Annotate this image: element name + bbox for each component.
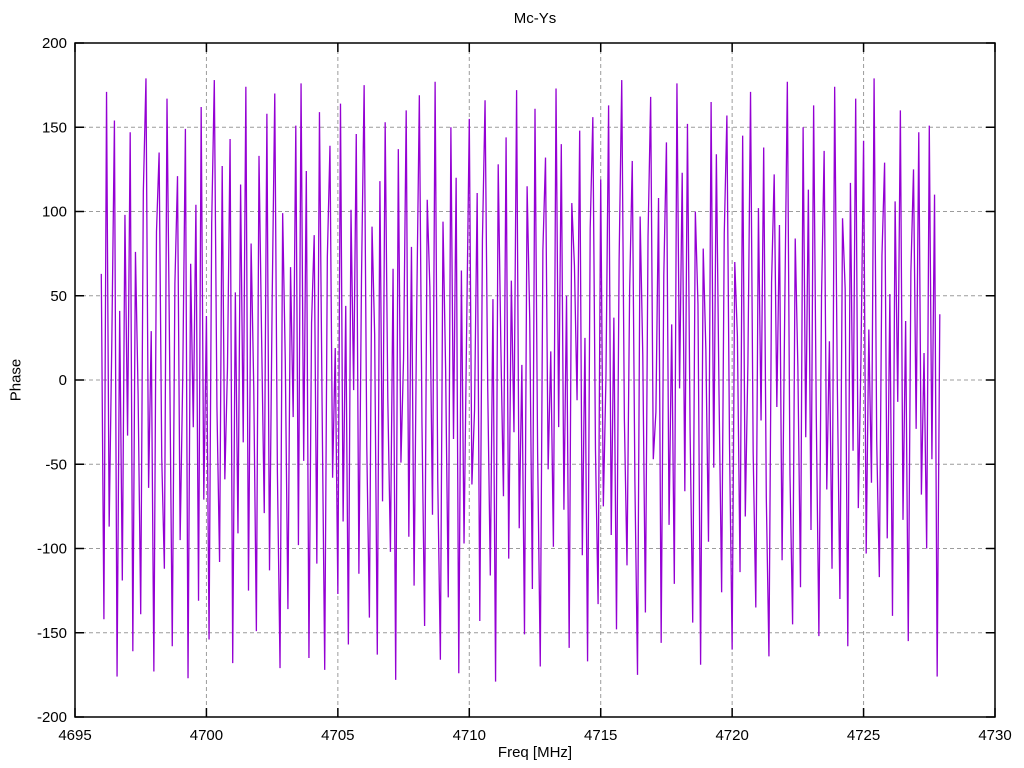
- y-tick-label: 200: [42, 35, 67, 52]
- y-axis-title: Phase: [7, 358, 25, 402]
- y-tick-label: 0: [59, 372, 67, 389]
- x-tick-label: 4715: [584, 727, 617, 744]
- plot-border: [74, 42, 996, 718]
- x-tick-label: 4720: [715, 727, 748, 744]
- y-tick-label: -200: [37, 709, 67, 726]
- y-tick-label: 100: [42, 204, 67, 221]
- phase-line: [100, 78, 941, 682]
- x-tick-label: 4695: [58, 727, 91, 744]
- chart-title: Mc-Ys: [513, 10, 557, 27]
- y-tick-label: -50: [45, 456, 67, 473]
- x-tick-label: 4700: [190, 727, 223, 744]
- y-tick-label: 50: [50, 288, 67, 305]
- x-tick-label: 4730: [978, 727, 1011, 744]
- y-tick-label: -150: [37, 625, 67, 642]
- x-axis-title: Freq [MHz]: [497, 744, 573, 761]
- y-tick-label: -100: [37, 541, 67, 558]
- x-tick-label: 4725: [847, 727, 880, 744]
- y-tick-label: 150: [42, 119, 67, 136]
- x-tick-label: 4705: [321, 727, 354, 744]
- x-tick-label: 4710: [453, 727, 486, 744]
